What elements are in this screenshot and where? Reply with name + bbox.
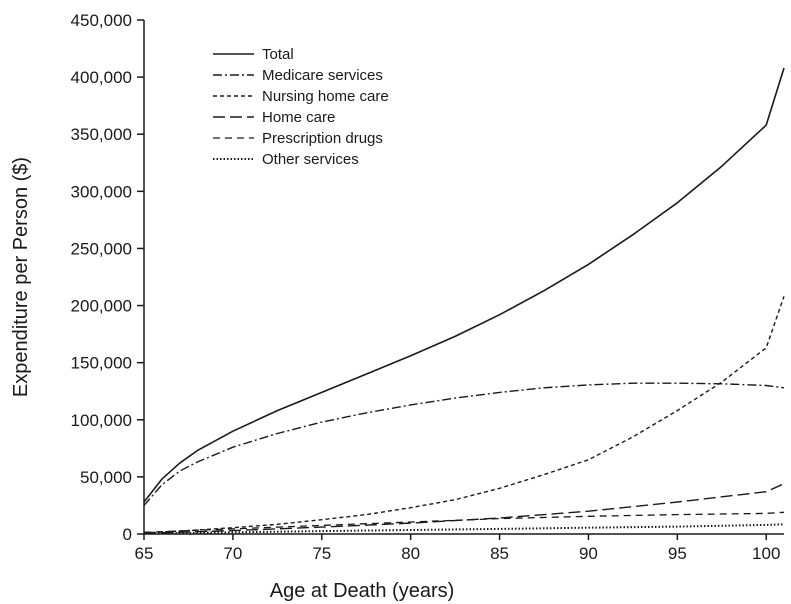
legend-label-2: Nursing home care <box>262 88 389 105</box>
legend-label-3: Home care <box>262 109 335 126</box>
legend-label-0: Total <box>262 46 294 63</box>
legend-label-1: Medicare services <box>262 67 383 84</box>
x-tick-label: 90 <box>579 544 598 563</box>
y-tick-label: 150,000 <box>71 354 132 373</box>
x-tick-label: 95 <box>668 544 687 563</box>
y-tick-label: 300,000 <box>71 182 132 201</box>
legend: Total Medicare services Nursing home care H… <box>213 46 389 168</box>
x-tick-label: 70 <box>223 544 242 563</box>
y-tick-label: 200,000 <box>71 297 132 316</box>
y-axis-title: Expenditure per Person ($) <box>10 157 32 397</box>
x-tick-label: 85 <box>490 544 509 563</box>
x-axis-title: Age at Death (years) <box>270 580 455 602</box>
x-tick-label: 80 <box>401 544 420 563</box>
x-tick-label: 65 <box>135 544 154 563</box>
series-line-4 <box>143 511 785 533</box>
series-line-0 <box>143 67 785 503</box>
legend-label-5: Other services <box>262 151 359 168</box>
x-tick-label: 100 <box>752 544 780 563</box>
x-tick-label: 75 <box>312 544 331 563</box>
y-tick-label: 0 <box>123 525 132 544</box>
y-tick-label: 450,000 <box>71 11 132 30</box>
y-tick-label: 100,000 <box>71 411 132 430</box>
series-line-3 <box>143 483 785 535</box>
legend-label-4: Prescription drugs <box>262 130 383 147</box>
plot-area: 0 50,000 100,000 150,000 200,000 250,000 300,0… <box>71 11 785 563</box>
series-line-5 <box>143 523 785 535</box>
series-lines <box>143 67 785 535</box>
series-line-1 <box>143 382 785 506</box>
y-tick-label: 50,000 <box>80 468 132 487</box>
y-ticks: 0 50,000 100,000 150,000 200,000 250,000 300,0… <box>71 11 144 544</box>
y-tick-label: 250,000 <box>71 239 132 258</box>
y-tick-label: 400,000 <box>71 68 132 87</box>
series-line-2 <box>143 296 785 534</box>
x-ticks: 65 70 75 80 85 90 95 100 <box>135 534 780 563</box>
y-tick-label: 350,000 <box>71 125 132 144</box>
